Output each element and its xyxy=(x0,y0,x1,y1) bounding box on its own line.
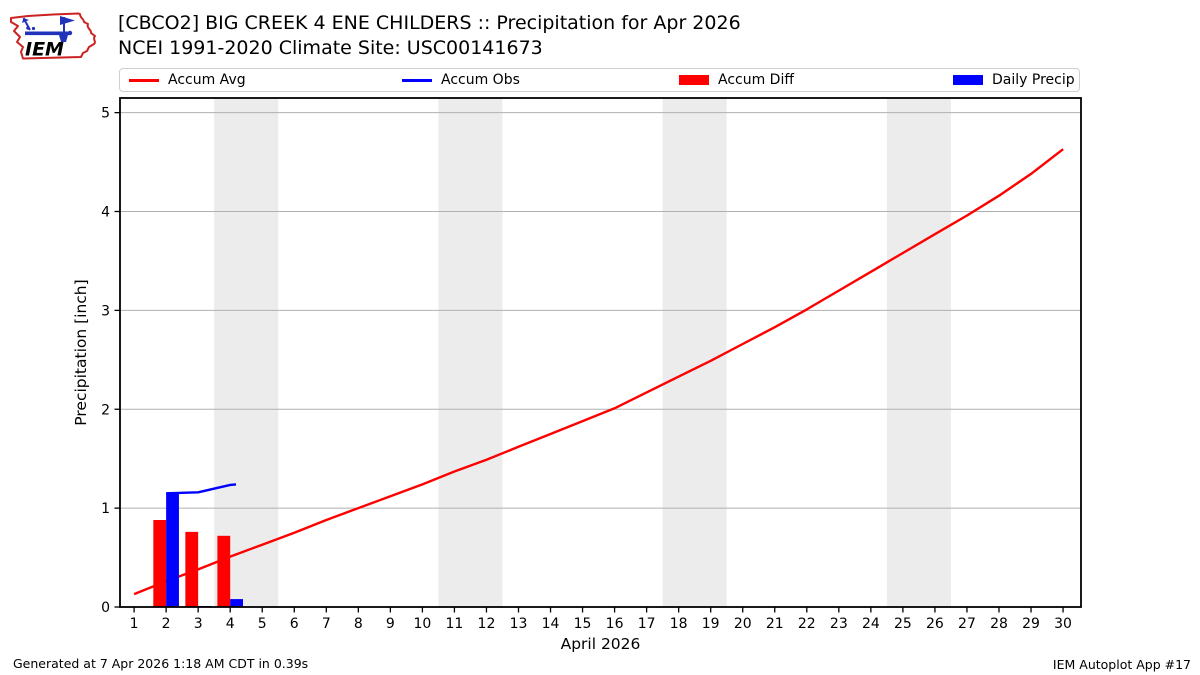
y-axis-label: Precipitation [inch] xyxy=(72,279,90,425)
chart-subtitle: NCEI 1991-2020 Climate Site: USC00141673 xyxy=(118,37,543,59)
accum-obs-line xyxy=(166,483,237,495)
svg-text:16: 16 xyxy=(606,616,624,632)
app-credit: IEM Autoplot App #17 xyxy=(1052,657,1191,672)
svg-text:6: 6 xyxy=(290,616,299,632)
svg-text:2: 2 xyxy=(162,616,171,632)
svg-text:30: 30 xyxy=(1054,616,1072,632)
generated-timestamp: Generated at 7 Apr 2026 1:18 AM CDT in 0… xyxy=(13,656,309,671)
patch-swatch-icon xyxy=(679,75,709,85)
svg-text:22: 22 xyxy=(798,616,816,632)
legend-item-accum-avg: Accum Avg xyxy=(129,69,246,91)
legend-label: Accum Avg xyxy=(168,72,246,88)
svg-text:11: 11 xyxy=(446,616,464,632)
legend: Accum Avg Accum Obs Accum Diff Daily Precip xyxy=(119,68,1080,92)
svg-text:26: 26 xyxy=(926,616,944,632)
logo-text: IEM xyxy=(25,39,64,61)
svg-text:24: 24 xyxy=(862,616,880,632)
svg-text:13: 13 xyxy=(510,616,528,632)
svg-text:3: 3 xyxy=(194,616,203,632)
svg-text:28: 28 xyxy=(990,616,1008,632)
accum-avg-line xyxy=(133,148,1064,596)
svg-text:9: 9 xyxy=(386,616,395,632)
svg-text:8: 8 xyxy=(354,616,363,632)
patch-swatch-icon xyxy=(953,75,983,85)
svg-text:20: 20 xyxy=(734,616,752,632)
svg-text:4: 4 xyxy=(101,205,110,221)
chart-title-block: [CBCO2] BIG CREEK 4 ENE CHILDERS :: Prec… xyxy=(118,11,741,61)
svg-text:15: 15 xyxy=(574,616,592,632)
svg-text:1: 1 xyxy=(130,616,139,632)
svg-text:18: 18 xyxy=(670,616,688,632)
svg-text:5: 5 xyxy=(101,106,110,122)
chart-title: [CBCO2] BIG CREEK 4 ENE CHILDERS :: Prec… xyxy=(118,12,741,34)
svg-text:17: 17 xyxy=(638,616,656,632)
line-swatch-icon xyxy=(402,78,432,82)
accum-diff-bars xyxy=(153,519,231,607)
legend-label: Accum Obs xyxy=(441,72,520,88)
legend-item-accum-obs: Accum Obs xyxy=(402,69,520,91)
svg-text:4: 4 xyxy=(226,616,235,632)
iem-logo: IEM xyxy=(10,12,96,61)
svg-text:5: 5 xyxy=(258,616,267,632)
svg-text:29: 29 xyxy=(1022,616,1040,632)
anemometer-icon xyxy=(22,16,75,42)
legend-item-daily-precip: Daily Precip xyxy=(953,69,1075,91)
svg-text:7: 7 xyxy=(322,616,331,632)
line-swatch-icon xyxy=(129,78,159,82)
svg-text:25: 25 xyxy=(894,616,912,632)
gridlines xyxy=(120,112,1081,509)
svg-text:14: 14 xyxy=(542,616,560,632)
svg-text:19: 19 xyxy=(702,616,720,632)
x-axis: 1 2 3 4 5 6 7 8 9 10 11 12 13 14 15 16 17 18 19 20 21 22 23 24 2… xyxy=(130,607,1072,632)
y-axis: 0 1 2 3 4 5 xyxy=(101,106,120,616)
plot-border xyxy=(119,97,1082,608)
svg-text:2: 2 xyxy=(101,402,110,418)
weekend-bands xyxy=(214,98,951,607)
svg-text:23: 23 xyxy=(830,616,848,632)
iowa-outline-icon xyxy=(10,12,96,60)
svg-text:0: 0 xyxy=(101,600,110,616)
legend-label: Accum Diff xyxy=(718,72,795,88)
legend-label: Daily Precip xyxy=(992,72,1075,88)
legend-item-accum-diff: Accum Diff xyxy=(679,69,794,91)
svg-text:12: 12 xyxy=(478,616,496,632)
svg-text:3: 3 xyxy=(101,303,110,319)
svg-text:1: 1 xyxy=(101,501,110,517)
x-axis-label: April 2026 xyxy=(561,635,641,653)
svg-text:27: 27 xyxy=(958,616,976,632)
svg-text:21: 21 xyxy=(766,616,784,632)
svg-text:10: 10 xyxy=(413,616,431,632)
